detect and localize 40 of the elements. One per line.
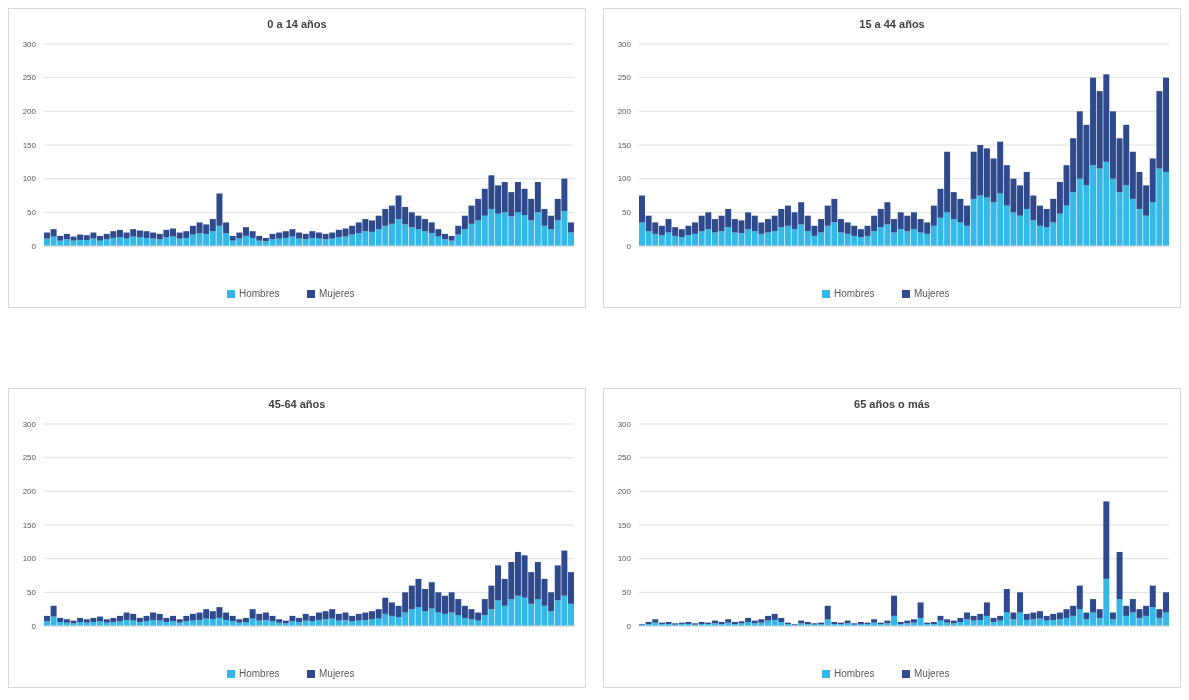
y-tick-label: 200 — [22, 486, 37, 496]
legend-label: Mujeres — [319, 668, 355, 680]
y-tick-label: 200 — [617, 486, 632, 496]
legend-label: Mujeres — [914, 288, 950, 300]
y-tick-label: 0 — [31, 621, 37, 631]
y-tick-label: 0 — [626, 241, 632, 251]
y-tick-label: 300 — [617, 419, 632, 429]
y-tick-label: 100 — [22, 554, 37, 564]
y-tick-label: 200 — [22, 106, 37, 116]
y-tick-label: 150 — [617, 520, 632, 530]
y-tick-label: 300 — [617, 39, 632, 49]
y-tick-label: 250 — [22, 73, 37, 83]
y-tick-label: 250 — [617, 453, 632, 463]
y-tick-label: 300 — [22, 419, 37, 429]
y-tick-label: 100 — [22, 174, 37, 184]
y-tick-label: 50 — [27, 587, 37, 597]
y-tick-label: 50 — [622, 207, 632, 217]
y-tick-label: 200 — [617, 106, 632, 116]
legend-label: Mujeres — [914, 668, 950, 680]
y-tick-label: 150 — [617, 140, 632, 150]
y-tick-label: 50 — [622, 587, 632, 597]
y-tick-label: 0 — [626, 621, 632, 631]
chart-title: 45-64 años — [268, 398, 326, 410]
legend-label: Hombres — [834, 668, 875, 680]
legend-label: Hombres — [239, 288, 280, 300]
y-tick-label: 150 — [22, 140, 37, 150]
legend-label: Hombres — [239, 668, 280, 680]
y-tick-label: 0 — [31, 241, 37, 251]
y-tick-label: 150 — [22, 520, 37, 530]
legend-label: Hombres — [834, 288, 875, 300]
chart-title: 15 a 44 años — [859, 18, 925, 30]
y-tick-label: 300 — [22, 39, 37, 49]
y-tick-label: 250 — [22, 453, 37, 463]
y-tick-label: 250 — [617, 73, 632, 83]
chart-title: 0 a 14 años — [267, 18, 327, 30]
legend-label: Mujeres — [319, 288, 355, 300]
y-tick-label: 100 — [617, 554, 632, 564]
y-tick-label: 50 — [27, 207, 37, 217]
y-tick-label: 100 — [617, 174, 632, 184]
chart-title: 65 años o más — [854, 398, 930, 410]
